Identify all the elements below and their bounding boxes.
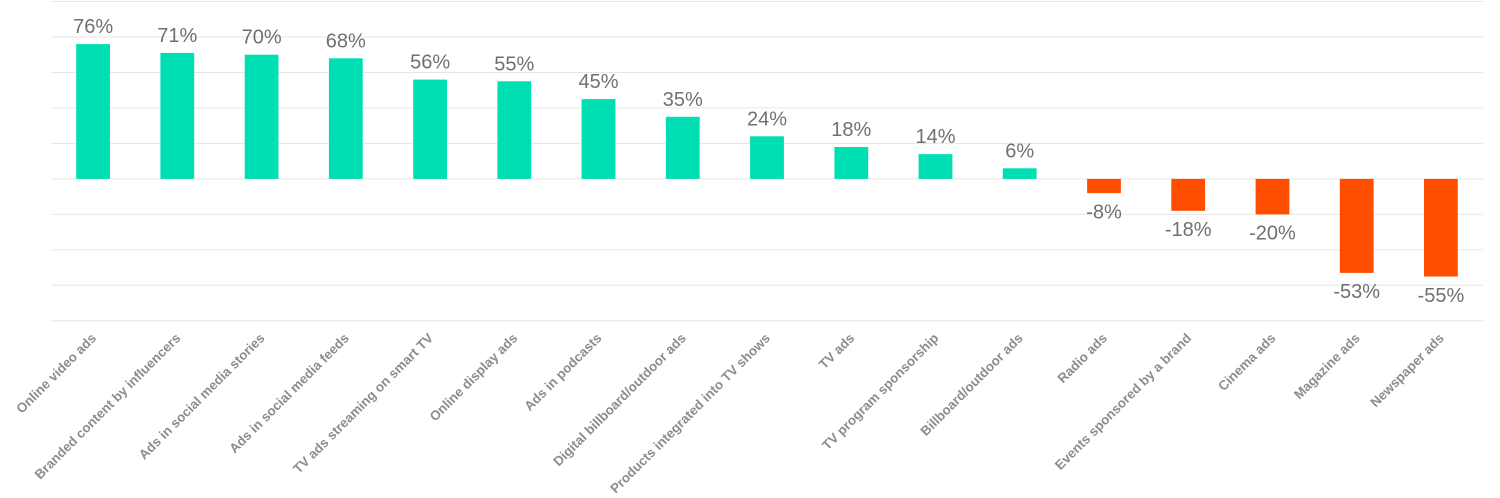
svg-text:-18%: -18% bbox=[1165, 219, 1212, 241]
svg-text:6%: 6% bbox=[1005, 140, 1034, 162]
svg-text:24%: 24% bbox=[747, 108, 787, 130]
svg-text:14%: 14% bbox=[915, 126, 955, 148]
svg-text:-8%: -8% bbox=[1086, 201, 1122, 223]
svg-text:-20%: -20% bbox=[1249, 223, 1296, 245]
svg-text:56%: 56% bbox=[410, 52, 450, 74]
svg-text:55%: 55% bbox=[494, 53, 534, 75]
svg-text:70%: 70% bbox=[242, 27, 282, 49]
svg-text:-55%: -55% bbox=[1418, 285, 1465, 307]
svg-text:35%: 35% bbox=[663, 89, 703, 111]
svg-text:18%: 18% bbox=[831, 119, 871, 141]
svg-text:45%: 45% bbox=[578, 71, 618, 93]
svg-text:-53%: -53% bbox=[1333, 281, 1380, 303]
svg-text:68%: 68% bbox=[326, 30, 366, 52]
svg-text:76%: 76% bbox=[73, 16, 113, 38]
svg-text:71%: 71% bbox=[157, 25, 197, 47]
